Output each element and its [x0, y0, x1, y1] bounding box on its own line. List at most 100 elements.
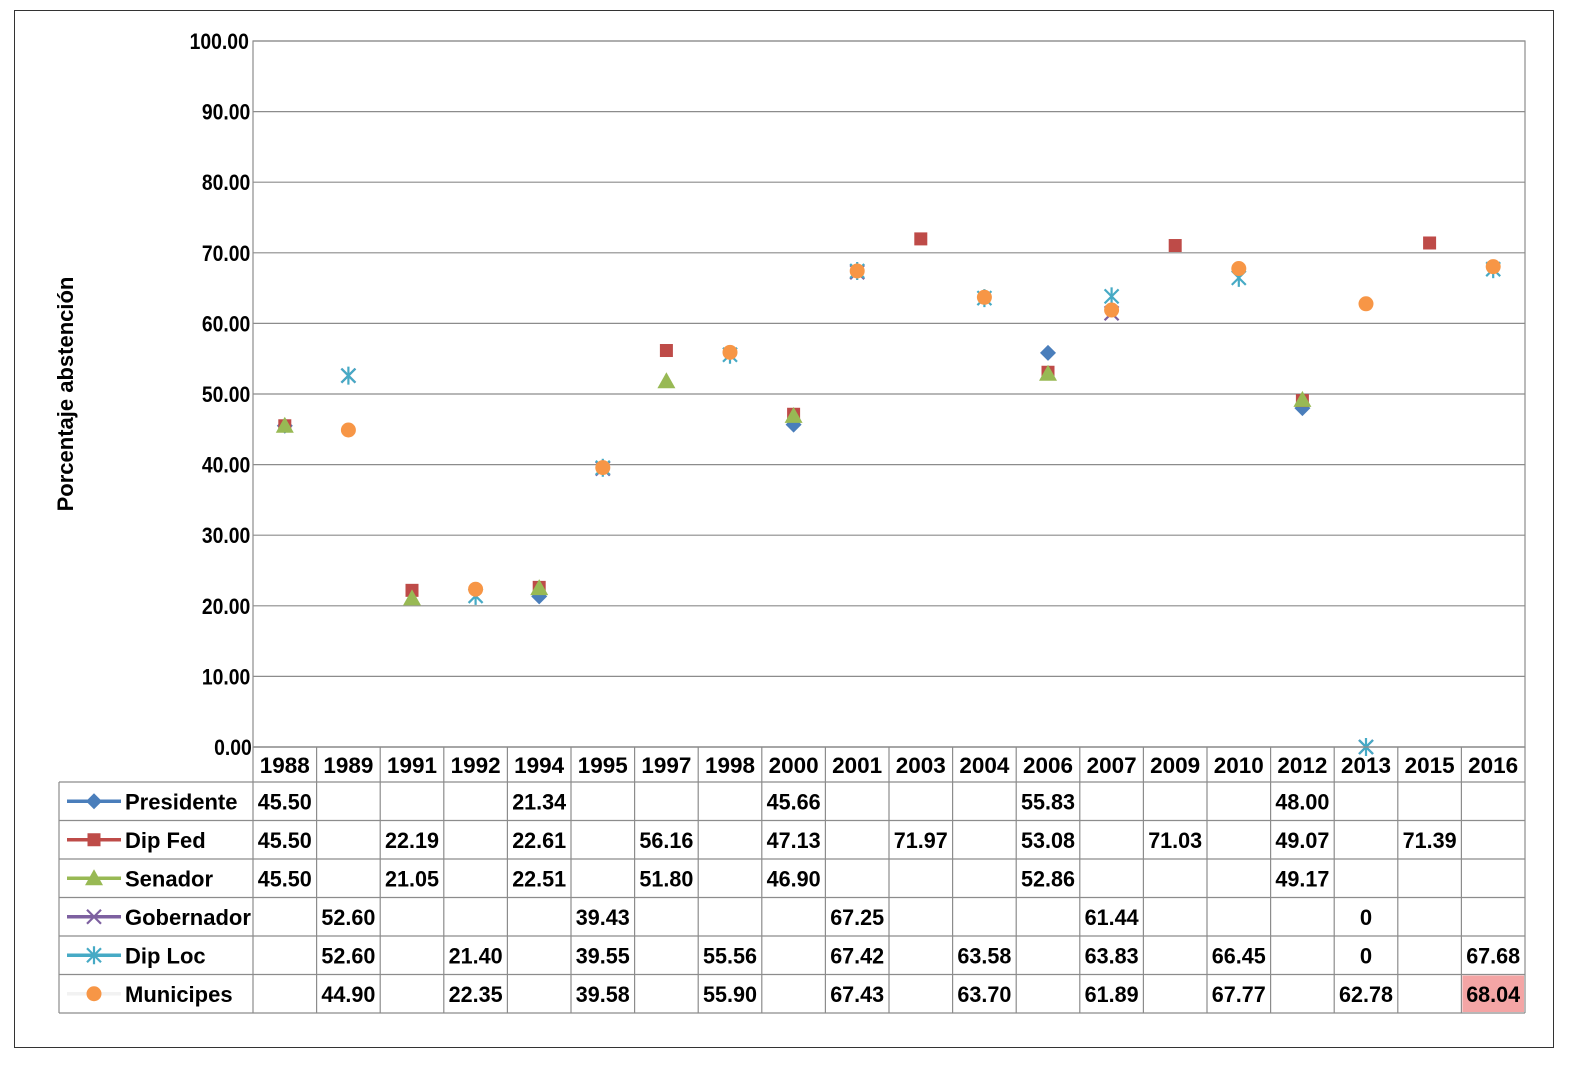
- data-label: 45.66: [767, 789, 821, 814]
- x-tick-label: 1997: [641, 753, 691, 778]
- x-tick-label: 2015: [1405, 753, 1455, 778]
- data-point: [275, 416, 294, 433]
- data-label: 71.03: [1148, 828, 1202, 853]
- data-label: 49.17: [1275, 866, 1329, 891]
- data-label: 45.50: [258, 866, 312, 891]
- data-label: 53.08: [1021, 828, 1075, 853]
- y-tick-label: 10.00: [202, 665, 250, 689]
- data-label: 63.83: [1085, 943, 1139, 968]
- data-label: 45.50: [258, 789, 312, 814]
- data-label: 61.89: [1085, 982, 1139, 1007]
- data-point: [340, 422, 356, 438]
- data-label: 52.86: [1021, 866, 1075, 891]
- data-label: 45.50: [258, 828, 312, 853]
- legend-key-municipes: [67, 986, 121, 1002]
- data-label: 71.97: [894, 828, 948, 853]
- data-table: 1988 1989 1991 1992 1994 1995 1997 1998 2000 2001…: [58, 746, 1526, 1014]
- data-point: [403, 589, 421, 606]
- data-label: 49.07: [1275, 828, 1329, 853]
- x-tick-label: 2012: [1277, 753, 1327, 778]
- y-tick-label: 90.00: [202, 100, 250, 124]
- y-tick-label: 70.00: [202, 242, 250, 266]
- data-point: [849, 263, 865, 279]
- x-tick-label: 2010: [1214, 753, 1264, 778]
- legend-marker: [86, 986, 102, 1002]
- y-tick-label: 30.00: [202, 524, 250, 548]
- x-tick-label: 2004: [959, 753, 1010, 778]
- x-tick-label: 2006: [1023, 753, 1073, 778]
- data-label: 51.80: [639, 866, 693, 891]
- data-label: 47.13: [767, 828, 821, 853]
- data-point: [1104, 302, 1120, 318]
- data-point: [1293, 390, 1312, 407]
- data-label: 39.43: [576, 905, 630, 930]
- data-label: 55.56: [703, 943, 757, 968]
- data-label: 44.90: [321, 982, 375, 1007]
- data-point: [1103, 287, 1120, 306]
- data-label: 63.58: [957, 943, 1011, 968]
- data-point: [468, 581, 484, 597]
- y-tick-label: 80.00: [202, 171, 250, 195]
- data-label: 39.58: [576, 982, 630, 1007]
- data-label: 61.44: [1085, 905, 1140, 930]
- data-point: [1358, 296, 1374, 312]
- chart-frame: 0.00 10.00 20.00 30.00 40.00 50.00 60.00 70.00 8…: [14, 10, 1554, 1048]
- data-label: 67.43: [830, 982, 884, 1007]
- legend-key-dip-loc: [67, 946, 121, 965]
- y-tick-label: 40.00: [202, 453, 250, 477]
- data-label: 67.68: [1466, 943, 1520, 968]
- data-label: 66.45: [1212, 943, 1266, 968]
- data-label: 21.40: [449, 943, 503, 968]
- legend-label: Gobernador: [125, 905, 251, 930]
- legend-key-gobernador: [67, 908, 121, 925]
- data-point: [976, 289, 992, 305]
- y-tick-label: 60.00: [202, 312, 250, 336]
- legend-key-dip-fed: [67, 833, 121, 847]
- data-label: 21.34: [512, 789, 567, 814]
- series-dip-loc: [340, 260, 1501, 756]
- data-label: 21.05: [385, 866, 439, 891]
- data-label: 55.83: [1021, 789, 1075, 814]
- legend-key-senador: [67, 869, 121, 886]
- x-tick-label: 2007: [1087, 753, 1137, 778]
- data-label: 22.19: [385, 828, 439, 853]
- data-label: 0: [1360, 943, 1372, 968]
- legend-marker: [86, 793, 102, 810]
- data-label: 63.70: [957, 982, 1011, 1007]
- data-point: [1423, 236, 1437, 250]
- data-label: 62.78: [1339, 982, 1393, 1007]
- x-tick-label: 1994: [514, 753, 565, 778]
- x-tick-label: 2009: [1150, 753, 1200, 778]
- series-gobernador: [340, 264, 1374, 755]
- data-label: 0: [1360, 905, 1372, 930]
- x-tick-label: 2001: [832, 753, 882, 778]
- data-label: 55.90: [703, 982, 757, 1007]
- x-tick-label: 1989: [323, 753, 373, 778]
- series-presidente: [276, 344, 1311, 605]
- data-label: 68.04: [1466, 982, 1521, 1007]
- y-axis-label: Porcentaje abstención: [53, 277, 78, 512]
- y-tick-label: 0.00: [214, 736, 252, 760]
- data-point: [657, 372, 676, 389]
- data-label: 52.60: [321, 905, 375, 930]
- data-point: [722, 344, 738, 360]
- data-point: [784, 406, 803, 423]
- data-point: [595, 460, 611, 476]
- data-label: 67.42: [830, 943, 884, 968]
- data-point: [1168, 239, 1182, 253]
- data-label: 67.25: [830, 905, 884, 930]
- y-tick-label: 50.00: [202, 383, 250, 407]
- data-label: 39.55: [576, 943, 630, 968]
- series-dip-fed: [278, 232, 1437, 597]
- data-point: [1485, 259, 1501, 275]
- x-tick-label: 1998: [705, 753, 755, 778]
- data-label: 52.60: [321, 943, 375, 968]
- data-point: [1040, 344, 1056, 361]
- y-axis-ticks: 0.00 10.00 20.00 30.00 40.00 50.00 60.00 70.00 8…: [190, 30, 252, 760]
- legend-marker: [86, 908, 102, 925]
- legend-label: Dip Loc: [125, 943, 206, 968]
- data-point: [1231, 261, 1247, 277]
- data-label: 22.35: [449, 982, 503, 1007]
- y-tick-label: 100.00: [190, 30, 249, 54]
- legend-label: Presidente: [125, 789, 238, 814]
